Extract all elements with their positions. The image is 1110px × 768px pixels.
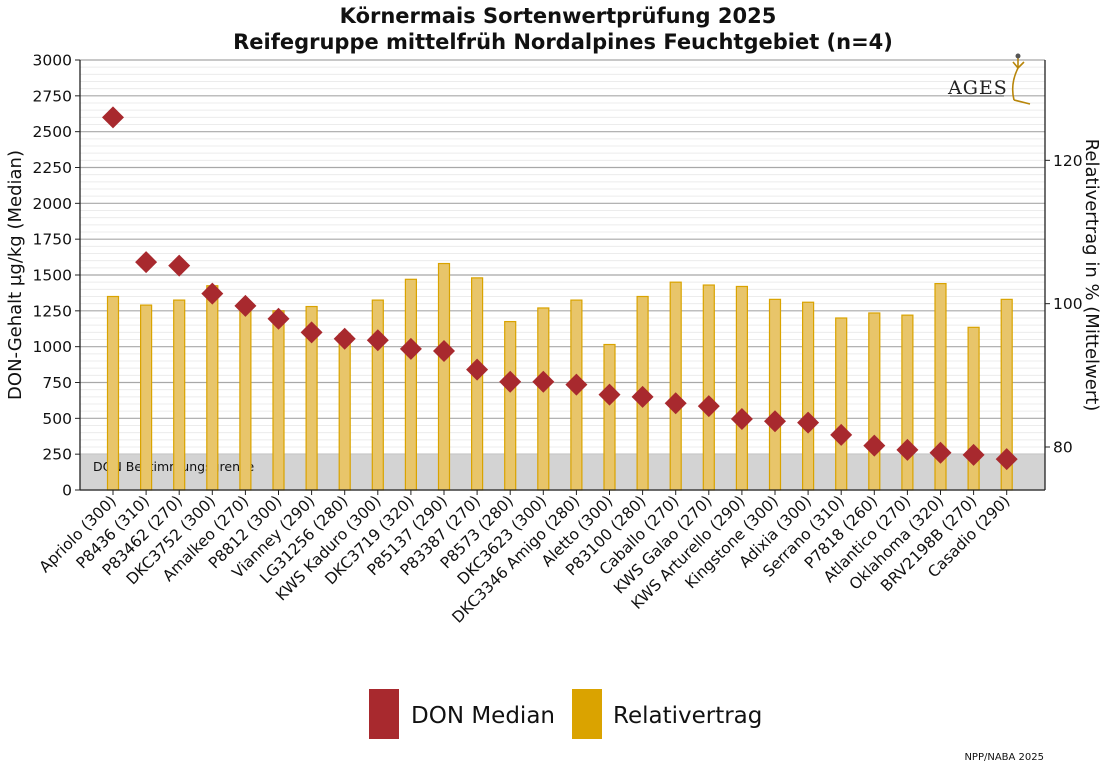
right-tick-label: 100: [1053, 295, 1083, 313]
yield-bar: [702, 284, 715, 491]
yield-bar: [140, 304, 153, 491]
don-marker: [797, 411, 820, 434]
left-tick-label: 1000: [33, 338, 72, 356]
ages-logo: AGES: [947, 53, 1031, 105]
don-marker: [499, 370, 522, 393]
yield-bar: [471, 277, 484, 491]
don-marker: [267, 307, 290, 330]
legend-swatch-don: [369, 689, 399, 739]
yield-bar: [669, 281, 682, 491]
don-marker: [631, 385, 654, 408]
logo-text: AGES: [947, 77, 1008, 99]
don-marker: [830, 423, 853, 446]
yield-bar: [735, 285, 749, 491]
don-marker: [764, 410, 786, 433]
left-tick-label: 2750: [33, 87, 72, 105]
don-marker: [929, 441, 952, 464]
yield-bar: [835, 317, 848, 491]
yield-bar: [868, 312, 881, 491]
yield-bar: [801, 301, 815, 491]
logo-figure-icon: [1011, 58, 1031, 105]
yield-bar: [537, 307, 550, 491]
left-tick-label: 750: [42, 374, 72, 392]
yield-bar: [901, 314, 914, 491]
don-marker: [399, 337, 422, 360]
don-marker: [664, 392, 687, 415]
don-marker: [234, 294, 257, 317]
yield-bar: [173, 299, 186, 491]
don-marker: [863, 434, 886, 457]
don-marker: [333, 327, 356, 350]
legend-swatch-yield: [572, 689, 602, 739]
yield-bar: [437, 262, 451, 491]
left-tick-label: 2000: [33, 195, 72, 213]
don-marker: [896, 438, 919, 461]
don-marker: [730, 408, 753, 431]
don-marker: [962, 443, 985, 466]
chart-subtitle: Reifegruppe mittelfrüh Nordalpines Feuch…: [233, 30, 893, 54]
source-note: NPP/NABA 2025: [964, 752, 1044, 763]
left-tick-label: 1250: [33, 302, 72, 320]
chart-title: Körnermais Sortenwertprüfung 2025: [340, 4, 777, 28]
don-marker: [565, 373, 588, 396]
don-marker: [995, 448, 1018, 471]
don-marker: [366, 329, 389, 352]
don-marker: [201, 282, 224, 305]
left-tick-label: 2500: [33, 123, 72, 141]
left-tick-label: 0: [62, 482, 72, 500]
yield-bar: [371, 299, 384, 491]
plot-area: DON Bestimmungsgrenze0250500750100012501…: [33, 52, 1083, 627]
don-marker: [102, 106, 124, 129]
don-marker: [532, 370, 555, 393]
yield-bar: [338, 333, 351, 491]
left-tick-label: 500: [42, 410, 72, 428]
don-marker: [697, 395, 720, 418]
right-tick-label: 80: [1053, 439, 1073, 457]
don-marker: [300, 321, 323, 344]
logo-head-icon: [1015, 53, 1021, 59]
yield-bar: [239, 303, 252, 491]
don-marker: [135, 251, 158, 274]
left-tick-label: 3000: [33, 52, 72, 70]
yield-bar: [272, 310, 285, 491]
legend-label-yield: Relativertrag: [613, 703, 762, 729]
don-marker: [598, 383, 621, 406]
yield-bar: [106, 295, 120, 491]
yield-bar: [504, 320, 517, 491]
left-tick-label: 1500: [33, 267, 72, 285]
yield-bar: [603, 343, 616, 491]
right-tick-label: 120: [1053, 152, 1083, 170]
don-marker: [466, 358, 489, 381]
yield-bar: [404, 278, 417, 491]
left-axis-label: DON-Gehalt µg/kg (Median): [5, 150, 26, 400]
right-axis-label: Relativertrag in % (Mittelwert): [1081, 139, 1102, 412]
left-tick-label: 1750: [33, 231, 72, 249]
legend: DON Median Relativertrag: [369, 689, 762, 739]
yield-bar: [768, 298, 782, 491]
yield-bar: [206, 285, 219, 491]
left-tick-label: 250: [42, 446, 72, 464]
don-marker: [433, 339, 455, 362]
left-tick-label: 2250: [33, 159, 72, 177]
don-marker: [168, 254, 191, 277]
legend-label-don: DON Median: [411, 703, 555, 729]
